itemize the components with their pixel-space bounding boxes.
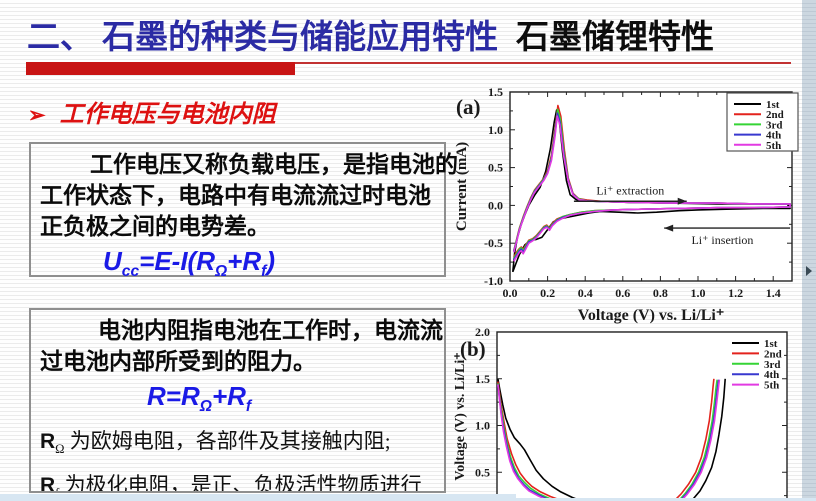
svg-text:0.5: 0.5 — [475, 465, 490, 479]
svg-text:1.0: 1.0 — [475, 419, 490, 433]
svg-text:1.0: 1.0 — [488, 123, 503, 137]
series-line-5th — [679, 379, 721, 501]
series-line-4th — [678, 379, 720, 501]
series-line-3rd — [677, 379, 718, 501]
series-line-2nd — [672, 378, 715, 501]
svg-text:Current (mA): Current (mA) — [454, 142, 470, 231]
polarization-resistance-note: Rf 为极化电阻，是正、负极活性物质进行 — [40, 473, 422, 493]
box2-line: 电池内阻指电池在工作时，电流流 — [98, 317, 443, 343]
svg-text:Voltage (V) vs. Li/Li⁺: Voltage (V) vs. Li/Li⁺ — [453, 352, 468, 480]
svg-text:(b): (b) — [460, 337, 486, 361]
svg-text:0.6: 0.6 — [615, 286, 630, 300]
svg-text:(a): (a) — [456, 95, 481, 119]
series-line-5th — [497, 384, 552, 501]
box1-line: 工作电压又称负载电压，是指电池的 — [90, 151, 458, 177]
viewer-bottom-strip-thin — [516, 498, 816, 501]
svg-text:0.0: 0.0 — [503, 286, 518, 300]
viewer-side-strip — [802, 0, 816, 501]
svg-text:1.0: 1.0 — [691, 286, 706, 300]
svg-text:3rd: 3rd — [764, 359, 781, 371]
svg-text:1st: 1st — [766, 99, 780, 111]
svg-text:-1.0: -1.0 — [484, 274, 503, 288]
svg-text:1.4: 1.4 — [766, 286, 781, 300]
svg-text:0.5: 0.5 — [488, 161, 503, 175]
section-heading: ➢ 工作电压与电池内阻 — [28, 94, 276, 129]
svg-text:Li⁺ extraction: Li⁺ extraction — [596, 183, 664, 197]
box1-line: 正负极之间的电势差。 — [40, 213, 270, 239]
svg-text:2.0: 2.0 — [475, 325, 490, 339]
slide-subtitle: 石墨储锂特性 — [516, 18, 714, 55]
voltage-profile-chart: 0.5 1.0 1.5 2.0 (b) Voltage (V) vs. Li/Li⁺ 1st… — [450, 322, 802, 501]
legend-box — [726, 92, 799, 152]
cv-curves-chart: 0.0 0.2 0.4 0.6 0.8 1.0 1.2 1.4 -1.0 -0.5 0.0 0.5 1.… — [450, 86, 802, 326]
svg-text:0.4: 0.4 — [578, 286, 593, 300]
resistance-formula: R=RΩ+Rf — [147, 381, 252, 416]
svg-text:0.2: 0.2 — [540, 286, 555, 300]
internal-resistance-definition-box: 电池内阻指电池在工作时，电流流 过电池内部所受到的阻力。 R=RΩ+Rf RΩ … — [29, 308, 446, 493]
working-voltage-formula: Ucc=E-I(RΩ+Rf) — [103, 246, 276, 281]
series-line-5th — [513, 115, 791, 262]
expand-panel-arrow-icon[interactable] — [806, 266, 812, 276]
title-underline-rule — [295, 62, 791, 64]
svg-text:1.5: 1.5 — [475, 372, 490, 386]
working-voltage-definition-box: 工作电压又称负载电压，是指电池的 工作状态下，电路中有电流流过时电池 正负极之间… — [29, 142, 458, 280]
svg-text:5th: 5th — [766, 140, 781, 152]
svg-text:4th: 4th — [764, 369, 779, 381]
svg-text:2nd: 2nd — [766, 109, 784, 121]
svg-text:0.0: 0.0 — [488, 198, 503, 212]
svg-text:0.8: 0.8 — [653, 286, 668, 300]
series-line-1st — [497, 378, 584, 501]
viewer-bottom-strip — [0, 494, 516, 501]
arrow-bullet-icon: ➢ — [28, 103, 46, 127]
svg-text:Voltage (V) vs. Li/Li⁺: Voltage (V) vs. Li/Li⁺ — [578, 307, 725, 324]
slide-title: 二、 石墨的种类与储能应用特性 — [27, 18, 499, 55]
svg-text:Li⁺ insertion: Li⁺ insertion — [691, 233, 753, 247]
svg-text:2nd: 2nd — [764, 348, 782, 360]
section-heading-text: 工作电压与电池内阻 — [59, 102, 276, 128]
box1-line: 工作状态下，电路中有电流流过时电池 — [40, 182, 431, 208]
svg-text:3rd: 3rd — [766, 119, 783, 131]
svg-text:4th: 4th — [766, 130, 781, 142]
svg-text:1st: 1st — [764, 338, 778, 350]
svg-text:1.5: 1.5 — [488, 86, 503, 99]
title-underline-bar — [26, 62, 295, 75]
series-line-1st — [690, 378, 726, 501]
svg-text:5th: 5th — [764, 380, 779, 392]
plot-frame — [496, 331, 788, 501]
ohmic-resistance-note: RΩ 为欧姆电阻，各部件及其接触内阻; — [40, 429, 391, 457]
box2-line: 过电池内部所受到的阻力。 — [40, 348, 316, 374]
svg-text:-0.5: -0.5 — [484, 236, 503, 250]
svg-text:1.2: 1.2 — [728, 286, 743, 300]
